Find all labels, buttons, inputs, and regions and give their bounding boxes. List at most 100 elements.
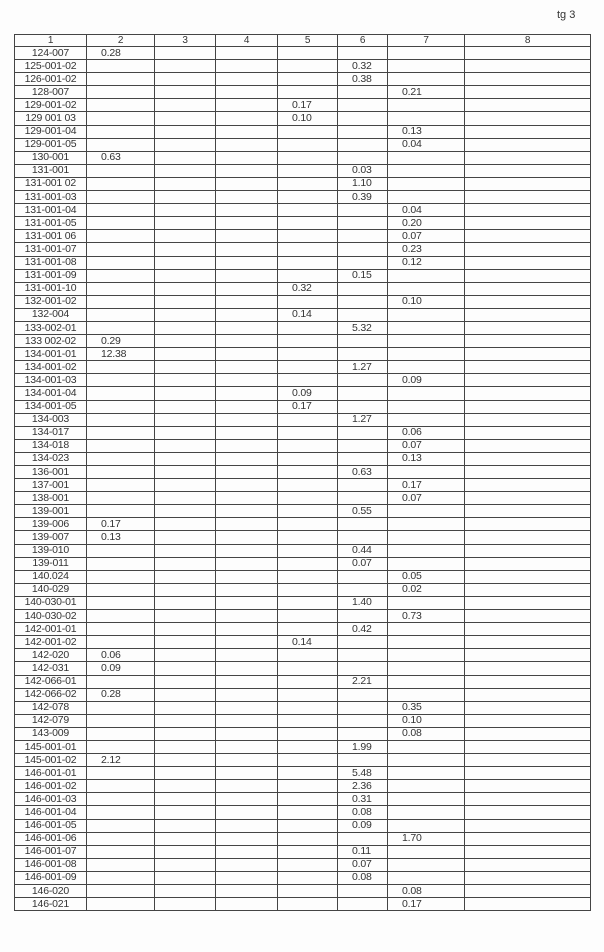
cell-value <box>277 779 338 794</box>
cell-value <box>337 609 388 624</box>
row-code: 140.024 <box>14 569 87 584</box>
cell-value <box>464 281 591 296</box>
cell-value <box>337 334 388 349</box>
row-code: 140-030-02 <box>14 609 87 624</box>
row-code: 146-001-03 <box>14 792 87 807</box>
table-row: 142-078 0.35 <box>14 700 591 715</box>
cell-value <box>277 242 338 257</box>
cell-value <box>464 530 591 545</box>
cell-value <box>86 805 155 820</box>
table-row: 142-066-01 2.21 <box>14 674 591 689</box>
row-code: 132-001-02 <box>14 294 87 309</box>
cell-value: 0.14 <box>277 635 338 650</box>
cell-value <box>215 739 278 755</box>
cell-value <box>86 609 155 624</box>
cell-value <box>154 700 216 715</box>
cell-value <box>387 504 465 519</box>
cell-value: 0.07 <box>337 857 388 872</box>
row-code: 134-017 <box>14 425 87 440</box>
cell-value <box>464 307 591 322</box>
table-row: 134-001-01 12.38 <box>14 347 591 362</box>
table-row: 139-006 0.17 <box>14 517 591 532</box>
cell-value <box>387 648 465 663</box>
row-code: 146-001-01 <box>14 766 87 781</box>
cell-value <box>154 897 216 912</box>
cell-value <box>154 582 216 597</box>
cell-value: 0.06 <box>387 425 465 440</box>
cell-value <box>86 294 155 309</box>
cell-value <box>86 137 155 152</box>
cell-value <box>86 412 155 427</box>
cell-value <box>277 713 338 728</box>
cell-value <box>86 726 155 741</box>
cell-value <box>337 242 388 257</box>
row-code: 142-001-02 <box>14 635 87 650</box>
cell-value <box>215 163 278 178</box>
cell-value <box>277 334 338 349</box>
cell-value <box>337 582 388 597</box>
cell-value <box>86 635 155 650</box>
cell-value <box>215 45 278 61</box>
row-code: 142-079 <box>14 713 87 728</box>
cell-value <box>464 85 591 100</box>
cell-value <box>464 609 591 624</box>
cell-value <box>154 98 216 113</box>
table-row: 128-007 0.21 <box>14 85 591 100</box>
cell-value <box>154 438 216 453</box>
cell-value <box>464 268 591 283</box>
table-row: 132-004 0.14 <box>14 307 591 322</box>
cell-value <box>154 870 216 886</box>
row-code: 133-002-01 <box>14 320 87 336</box>
cell-value: 0.09 <box>387 373 465 388</box>
cell-value <box>154 622 216 637</box>
table-row: 134-003 1.27 <box>14 412 591 427</box>
table-row: 139-007 0.13 <box>14 530 591 545</box>
cell-value <box>387 334 465 349</box>
cell-value <box>337 373 388 388</box>
table-row: 146-001-06 1.70 <box>14 831 591 846</box>
cell-value <box>86 203 155 218</box>
cell-value: 0.09 <box>337 818 388 833</box>
cell-value <box>215 556 278 571</box>
cell-value: 2.36 <box>337 779 388 794</box>
cell-value <box>277 268 338 283</box>
cell-value <box>464 582 591 597</box>
cell-value <box>86 766 155 781</box>
cell-value <box>464 176 591 192</box>
row-code: 134-001-02 <box>14 360 87 375</box>
cell-value <box>215 609 278 624</box>
cell-value <box>337 255 388 270</box>
cell-value <box>464 124 591 139</box>
cell-value <box>86 176 155 192</box>
table-row: 145-001-02 2.12 <box>14 753 591 768</box>
cell-value <box>277 464 338 480</box>
cell-value <box>277 700 338 715</box>
row-code: 143-009 <box>14 726 87 741</box>
table-row: 140-029 0.02 <box>14 582 591 597</box>
cell-value: 0.32 <box>277 281 338 296</box>
cell-value <box>464 674 591 689</box>
cell-value <box>277 870 338 886</box>
cell-value <box>387 347 465 362</box>
row-code: 126-001-02 <box>14 72 87 87</box>
table-row: 131-001 0.03 <box>14 163 591 178</box>
cell-value <box>86 504 155 519</box>
cell-value <box>86 98 155 113</box>
cell-value: 0.63 <box>337 464 388 480</box>
row-code: 140-030-01 <box>14 595 87 611</box>
cell-value <box>277 72 338 87</box>
table-row: 131-001 06 0.07 <box>14 229 591 244</box>
cell-value: 0.39 <box>337 190 388 205</box>
row-code: 136-001 <box>14 464 87 480</box>
table-row: 142-079 0.10 <box>14 713 591 728</box>
cell-value <box>154 661 216 676</box>
cell-value: 0.11 <box>337 844 388 859</box>
table-row: 131-001-10 0.32 <box>14 281 591 296</box>
cell-value <box>154 504 216 519</box>
cell-value <box>464 753 591 768</box>
cell-value <box>215 255 278 270</box>
cell-value <box>86 857 155 872</box>
row-code: 131-001-08 <box>14 255 87 270</box>
page-label: tg 3 <box>557 9 576 21</box>
